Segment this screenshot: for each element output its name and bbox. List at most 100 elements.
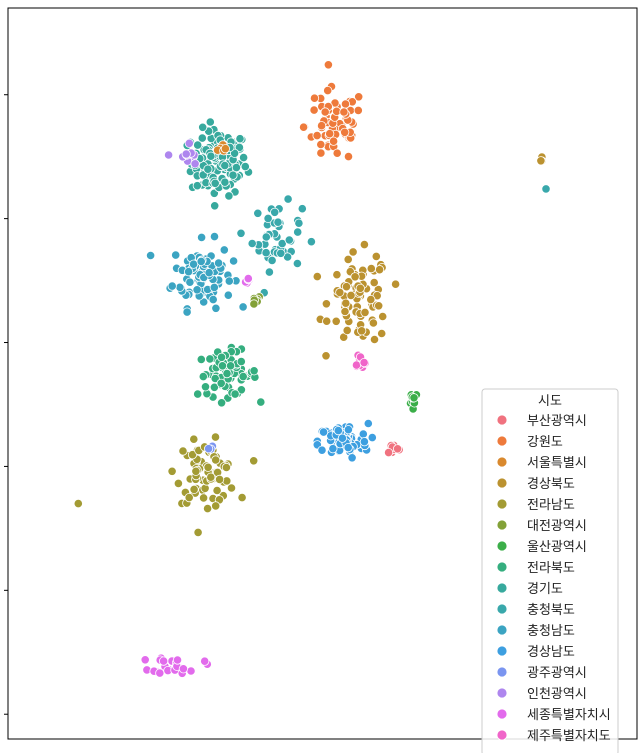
legend-label: 충청북도 <box>527 603 575 618</box>
scatter-point <box>306 237 316 247</box>
scatter-point <box>360 307 370 317</box>
scatter-point <box>358 429 368 439</box>
scatter-point <box>256 397 266 407</box>
scatter-point <box>171 250 181 260</box>
scatter-point <box>309 93 320 103</box>
scatter-point <box>164 150 174 160</box>
scatter-point <box>198 122 208 132</box>
scatter-point <box>332 148 342 158</box>
legend-marker <box>496 666 508 678</box>
scatter-point <box>341 282 352 292</box>
legend-marker <box>496 729 508 741</box>
legend-marker <box>496 414 508 426</box>
legend-label: 전라북도 <box>527 561 575 576</box>
scatter-point <box>368 318 378 328</box>
scatter-point <box>178 664 188 674</box>
scatter-point <box>343 442 353 453</box>
scatter-point <box>346 290 356 300</box>
scatter-point <box>192 285 202 295</box>
scatter-point <box>240 162 250 172</box>
legend-entry: 전라남도 <box>496 498 575 513</box>
scatter-point <box>203 462 213 472</box>
legend-label: 경상남도 <box>527 645 575 660</box>
legend-marker <box>496 687 508 699</box>
series-경상남도 <box>312 418 377 463</box>
scatter-point <box>167 466 177 476</box>
scatter-point <box>219 245 229 255</box>
scatter-point <box>359 437 369 447</box>
scatter-point <box>323 60 333 70</box>
scatter-point <box>238 302 248 312</box>
legend-marker <box>496 519 508 531</box>
scatter-point <box>374 301 384 311</box>
scatter-point <box>220 177 230 187</box>
scatter-point <box>261 232 271 242</box>
scatter-point <box>343 254 353 264</box>
scatter-point <box>223 290 233 300</box>
scatter-point <box>187 450 198 460</box>
scatter-point <box>236 385 246 395</box>
scatter-point <box>189 484 199 494</box>
scatter-point <box>343 152 354 162</box>
legend-entry: 인천광역시 <box>496 687 587 702</box>
scatter-point <box>220 144 230 154</box>
scatter-point <box>237 492 247 503</box>
scatter-point <box>204 268 214 278</box>
scatter-point <box>277 239 287 249</box>
scatter-point <box>209 282 219 292</box>
legend-title: 시도 <box>538 394 562 409</box>
scatter-point <box>283 194 293 204</box>
scatter-point <box>221 462 231 473</box>
scatter-point <box>328 136 339 146</box>
scatter-point <box>347 453 357 463</box>
series-대전광역시 <box>249 292 264 309</box>
scatter-point <box>267 255 277 265</box>
scatter-point <box>193 140 203 150</box>
scatter-point <box>325 129 335 139</box>
scatter-point <box>215 474 225 484</box>
scatter-point <box>209 232 220 242</box>
scatter-point <box>200 656 210 666</box>
scatter-point <box>211 303 221 313</box>
scatter-point <box>340 127 350 137</box>
scatter-point <box>321 299 331 309</box>
legend-marker <box>496 540 508 552</box>
legend-label: 충청남도 <box>527 624 575 639</box>
scatter-point <box>243 273 253 284</box>
scatter-point <box>197 232 207 242</box>
scatter-point <box>140 655 150 665</box>
legend-label: 인천광역시 <box>527 687 587 702</box>
scatter-point <box>192 181 202 191</box>
legend-marker <box>496 708 508 720</box>
scatter-point <box>357 326 367 336</box>
scatter-point <box>226 361 236 371</box>
scatter-point <box>332 270 342 280</box>
series-경기도 <box>182 117 254 211</box>
scatter-point <box>216 378 226 388</box>
series-인천광역시 <box>164 138 200 169</box>
scatter-point <box>193 527 203 538</box>
scatter-point <box>189 259 199 269</box>
scatter-point <box>198 371 208 382</box>
scatter-point <box>206 151 216 161</box>
scatter-point <box>189 434 199 444</box>
scatter-point <box>224 191 234 201</box>
legend-entry: 경상북도 <box>496 477 575 492</box>
scatter-point <box>541 184 551 194</box>
scatter-point <box>316 139 326 150</box>
scatter-point <box>184 138 194 148</box>
scatter-point <box>363 418 373 429</box>
scatter-point <box>351 360 362 370</box>
series-광주광역시 <box>204 441 217 454</box>
scatter-point <box>247 238 257 249</box>
legend-entry: 제주특별자치도 <box>496 729 611 744</box>
scatter-point <box>335 287 345 297</box>
scatter-point <box>383 447 394 458</box>
scatter-point <box>159 656 169 666</box>
scatter-point <box>348 247 358 257</box>
scatter-point <box>331 316 341 326</box>
legend-label: 전라남도 <box>527 498 575 513</box>
scatter-point <box>196 354 206 364</box>
series-전라남도 <box>73 432 259 538</box>
